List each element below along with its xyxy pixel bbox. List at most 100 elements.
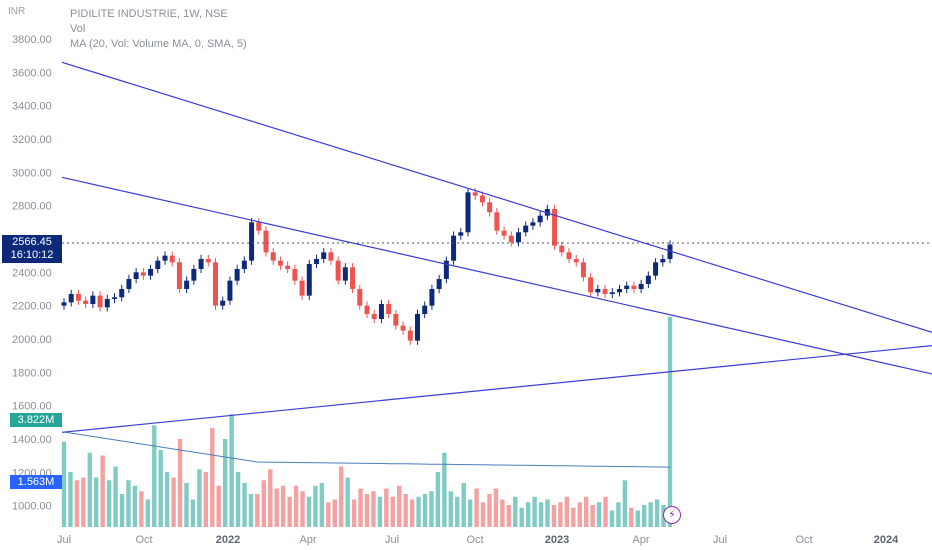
candle-body	[184, 280, 190, 289]
volume-bar	[94, 477, 99, 527]
volume-bar	[145, 499, 151, 527]
volume-bar	[255, 494, 260, 527]
trendline	[61, 345, 932, 433]
volume-bar	[480, 502, 486, 527]
volume-bar	[358, 488, 363, 527]
candle-body	[75, 293, 81, 301]
volume-bar	[429, 491, 434, 527]
candle-body	[559, 245, 565, 253]
candle-body	[350, 267, 356, 289]
trendlines[interactable]	[61, 61, 932, 433]
volume-bar	[403, 494, 408, 527]
y-tick-label: 3600.00	[12, 67, 52, 79]
bar-countdown: 16:10:12	[10, 249, 54, 261]
candle-body	[306, 263, 312, 296]
volume-bar	[564, 496, 570, 527]
candle-body	[270, 252, 276, 261]
volume-bar	[493, 488, 499, 527]
volume-bar	[590, 505, 595, 527]
volume-bar	[113, 466, 118, 527]
volume-bar	[596, 502, 602, 527]
x-tick-label: Oct	[795, 534, 812, 546]
volume-bar	[319, 483, 325, 527]
last-price-badge: 2566.45 16:10:12	[2, 235, 62, 263]
volume-bar	[603, 496, 608, 527]
x-tick-label: Jul	[385, 534, 399, 546]
candle-body	[119, 288, 125, 298]
volume-bar	[397, 485, 402, 527]
lightning-event-icon[interactable]: ⚡	[663, 506, 681, 524]
candle-body	[422, 305, 428, 314]
candle-body	[227, 280, 233, 301]
y-tick-label: 1000.00	[12, 501, 52, 513]
candle-body	[256, 222, 262, 231]
volume-bar	[268, 469, 273, 527]
volume-bar	[416, 496, 421, 527]
candle-body	[552, 208, 558, 246]
candle-body	[400, 325, 406, 331]
candle-body	[501, 230, 507, 236]
y-tick-label: 2800.00	[12, 201, 52, 213]
x-tick-label: Apr	[632, 534, 649, 546]
x-tick-label: 2023	[545, 534, 569, 546]
ma-label[interactable]: MA (20, Vol: Volume MA, 0, SMA, 5)	[70, 38, 247, 50]
candle-body	[429, 288, 435, 306]
volume-bar	[171, 477, 176, 527]
candle-body	[328, 252, 334, 261]
volume-bar	[81, 477, 86, 527]
volume-bar	[635, 510, 640, 527]
candle-body	[285, 265, 291, 269]
volume-bar	[306, 496, 312, 527]
volume-bar	[332, 499, 337, 527]
candle-body	[472, 192, 478, 196]
volume-bar	[235, 472, 241, 527]
candle-body	[140, 272, 146, 276]
candle-body	[292, 268, 298, 281]
candle-body	[653, 262, 659, 276]
volume-bar	[216, 485, 221, 527]
candle-body	[220, 300, 226, 306]
candle-body	[602, 288, 608, 294]
candle-body	[133, 272, 139, 279]
volume-bar	[222, 439, 228, 527]
volume-bar	[197, 469, 202, 527]
volume-bar	[377, 496, 383, 527]
candle-body	[148, 268, 154, 276]
volume-bar	[532, 496, 537, 527]
candle-body	[357, 288, 363, 306]
y-tick-label: 1400.00	[12, 434, 52, 446]
volume-bar	[61, 441, 67, 527]
x-tick-label: 2022	[216, 534, 240, 546]
candle-body	[241, 260, 247, 269]
candle-body	[451, 235, 457, 261]
candle-body	[335, 260, 341, 281]
x-tick-label: Apr	[299, 534, 316, 546]
volume-bar	[448, 491, 454, 527]
volume-bar	[467, 499, 473, 527]
candle-body	[277, 260, 283, 266]
candle-body	[617, 288, 622, 293]
last-price-value: 2566.45	[12, 236, 52, 248]
volume-bar	[487, 494, 492, 527]
candle-body	[508, 235, 514, 243]
symbol-title[interactable]: PIDILITE INDUSTRIE, 1W, NSE	[70, 8, 228, 20]
candle-body	[494, 212, 500, 231]
volume-bar	[313, 485, 318, 527]
volume-bar	[177, 439, 183, 527]
volume-bar	[261, 480, 267, 527]
candle-body	[191, 268, 197, 281]
candle-body	[126, 278, 132, 289]
volume-bar	[384, 488, 389, 527]
candle-body	[415, 313, 420, 341]
volume-bar	[538, 502, 544, 527]
volume-bar	[229, 414, 234, 527]
candle-body	[90, 295, 96, 304]
volume-bar	[351, 499, 357, 527]
y-tick-label: 3800.00	[12, 34, 52, 46]
price-axis: 3800.00 3600.00 3400.00 3200.00 3000.00 2800.…	[12, 34, 52, 513]
volume-bar	[409, 499, 415, 527]
volume-bar	[248, 494, 254, 527]
volume-label[interactable]: Vol	[70, 23, 86, 35]
volume-bar	[280, 485, 286, 527]
